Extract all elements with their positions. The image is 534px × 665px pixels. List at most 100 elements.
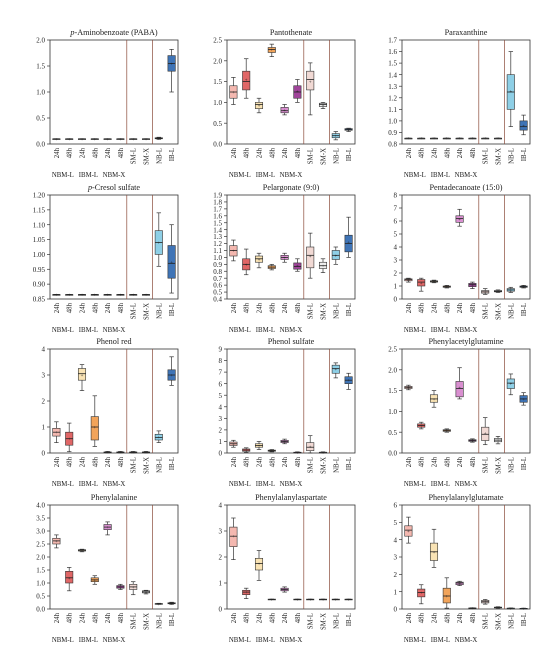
box-mean: + — [347, 128, 350, 133]
box-mark: + — [417, 137, 426, 142]
group-labels: NBM-L IBM-L NBM-X — [52, 327, 126, 334]
y-tick-label: 0.8 — [388, 141, 397, 149]
box-mark: + — [481, 417, 490, 446]
box-mark: + — [481, 137, 490, 142]
y-tick-label: 0 — [42, 450, 46, 458]
y-tick-label: 1.1 — [388, 106, 397, 114]
y-tick-label: 1.7 — [388, 37, 397, 45]
y-tick-label: 1.6 — [213, 212, 222, 220]
y-tick-label: 1.5 — [36, 567, 45, 575]
x-tick-label: SM-X — [144, 613, 151, 630]
box-mark: + — [506, 51, 515, 128]
box-mean: + — [296, 265, 299, 270]
box-mark: + — [267, 263, 276, 271]
y-axis: 0 1 2 3 4 5 6 — [394, 502, 402, 614]
group-label: NBM-L — [229, 172, 251, 179]
y-tick-label: 0.4 — [213, 296, 222, 304]
box-mark: + — [404, 516, 413, 544]
box-body — [306, 70, 315, 91]
box-mean: + — [81, 374, 84, 379]
y-axis: 0 1 2 3 4 5 6 7 8 — [394, 192, 402, 304]
x-tick-label: IB-L — [346, 303, 353, 316]
x-tick-label: 24h — [406, 456, 413, 467]
plot-frame — [226, 348, 356, 454]
box-mean: + — [433, 551, 436, 556]
y-tick-label: 0.95 — [33, 266, 46, 274]
chart-title-part: Pantothenate — [270, 28, 313, 37]
group-labels: NBM-L IBM-L NBM-X — [404, 172, 478, 179]
chart-title: Phenylalanylglutamate — [428, 493, 503, 502]
y-tick-label: 2.5 — [388, 346, 397, 354]
y-tick-label: 0.0 — [388, 450, 397, 458]
box-mark: + — [519, 114, 528, 136]
chart-title: Pentadecanoate (15:0) — [430, 183, 503, 192]
box-mean: + — [334, 135, 337, 140]
chart-title-part: p — [69, 28, 74, 37]
x-tick-label: 24h — [282, 147, 289, 158]
box-mark: + — [306, 232, 315, 279]
box-mark: + — [141, 294, 151, 299]
box-mean: + — [420, 137, 423, 142]
group-label: NBM-L — [229, 481, 251, 488]
chart-panel: Phenylacetylglutamine 0.0 0.5 1.0 1.5 2.0 2.5 +… — [388, 337, 531, 488]
group-label: NBM-L — [52, 637, 74, 644]
box-mark: + — [331, 246, 340, 265]
group-label: NBM-L — [404, 327, 426, 334]
box-mean: + — [484, 432, 487, 437]
box-mean: + — [522, 286, 525, 291]
box-mean: + — [55, 431, 58, 436]
x-tick-label: 24h — [257, 456, 264, 467]
y-tick-label: 2.0 — [213, 57, 222, 65]
x-tick-label: SM-L — [131, 457, 138, 473]
x-tick-label: IB-L — [521, 457, 528, 470]
box-mark: + — [229, 77, 238, 105]
box-mean: + — [68, 577, 71, 582]
x-tick-label: 24h — [457, 302, 464, 313]
group-label: NBM-L — [404, 481, 426, 488]
x-tick-label: 24h — [80, 456, 87, 467]
x-tick-label: 24h — [80, 147, 87, 158]
chart-title-part: Phenylalanylglutamate — [428, 493, 503, 502]
box-mean: + — [106, 526, 109, 531]
x-tick-label: 48h — [444, 456, 451, 467]
x-tick-label: 48h — [269, 456, 276, 467]
y-tick-label: 1.0 — [388, 117, 397, 125]
y-tick-label: 0.5 — [213, 289, 222, 297]
box-mean: + — [458, 386, 461, 391]
group-label: NBM-L — [229, 637, 251, 644]
box-mark: + — [481, 288, 490, 296]
x-tick-label: NB-L — [156, 613, 163, 629]
x-tick-label: IB-L — [169, 457, 176, 470]
box-mark: + — [52, 534, 61, 549]
box-mean: + — [509, 607, 512, 612]
x-tick-label: IB-L — [169, 613, 176, 626]
box-mark: + — [141, 451, 151, 456]
box-body — [77, 368, 87, 381]
box-mark: + — [103, 138, 112, 143]
box-mean: + — [258, 258, 261, 263]
x-tick-label: 48h — [470, 456, 477, 467]
box-mark: + — [167, 601, 176, 607]
y-tick-label: 3.5 — [36, 515, 45, 523]
box-mean: + — [283, 109, 286, 114]
box-mean: + — [497, 290, 500, 295]
x-tick-label: NB-L — [508, 148, 515, 164]
box-mark: + — [77, 294, 87, 299]
box-mark: + — [318, 598, 328, 603]
box-mark: + — [129, 581, 138, 596]
chart-title-part: Paraxanthine — [445, 28, 488, 37]
box-mark: + — [52, 138, 61, 143]
y-tick-label: 1 — [394, 588, 398, 596]
y-tick-label: 1.0 — [388, 408, 397, 416]
x-tick-label: 48h — [244, 302, 251, 313]
box-mark: + — [229, 439, 238, 448]
x-tick-label: 24h — [80, 612, 87, 623]
box-body — [267, 47, 276, 53]
box-body — [455, 215, 464, 223]
group-labels: NBM-L IBM-L NBM-X — [229, 637, 303, 644]
y-tick-label: 1.00 — [33, 251, 46, 259]
box-mean: + — [81, 138, 84, 143]
x-tick-label: SM-L — [483, 613, 490, 629]
x-tick-label: SM-X — [321, 148, 328, 165]
box-mark: + — [141, 589, 151, 596]
